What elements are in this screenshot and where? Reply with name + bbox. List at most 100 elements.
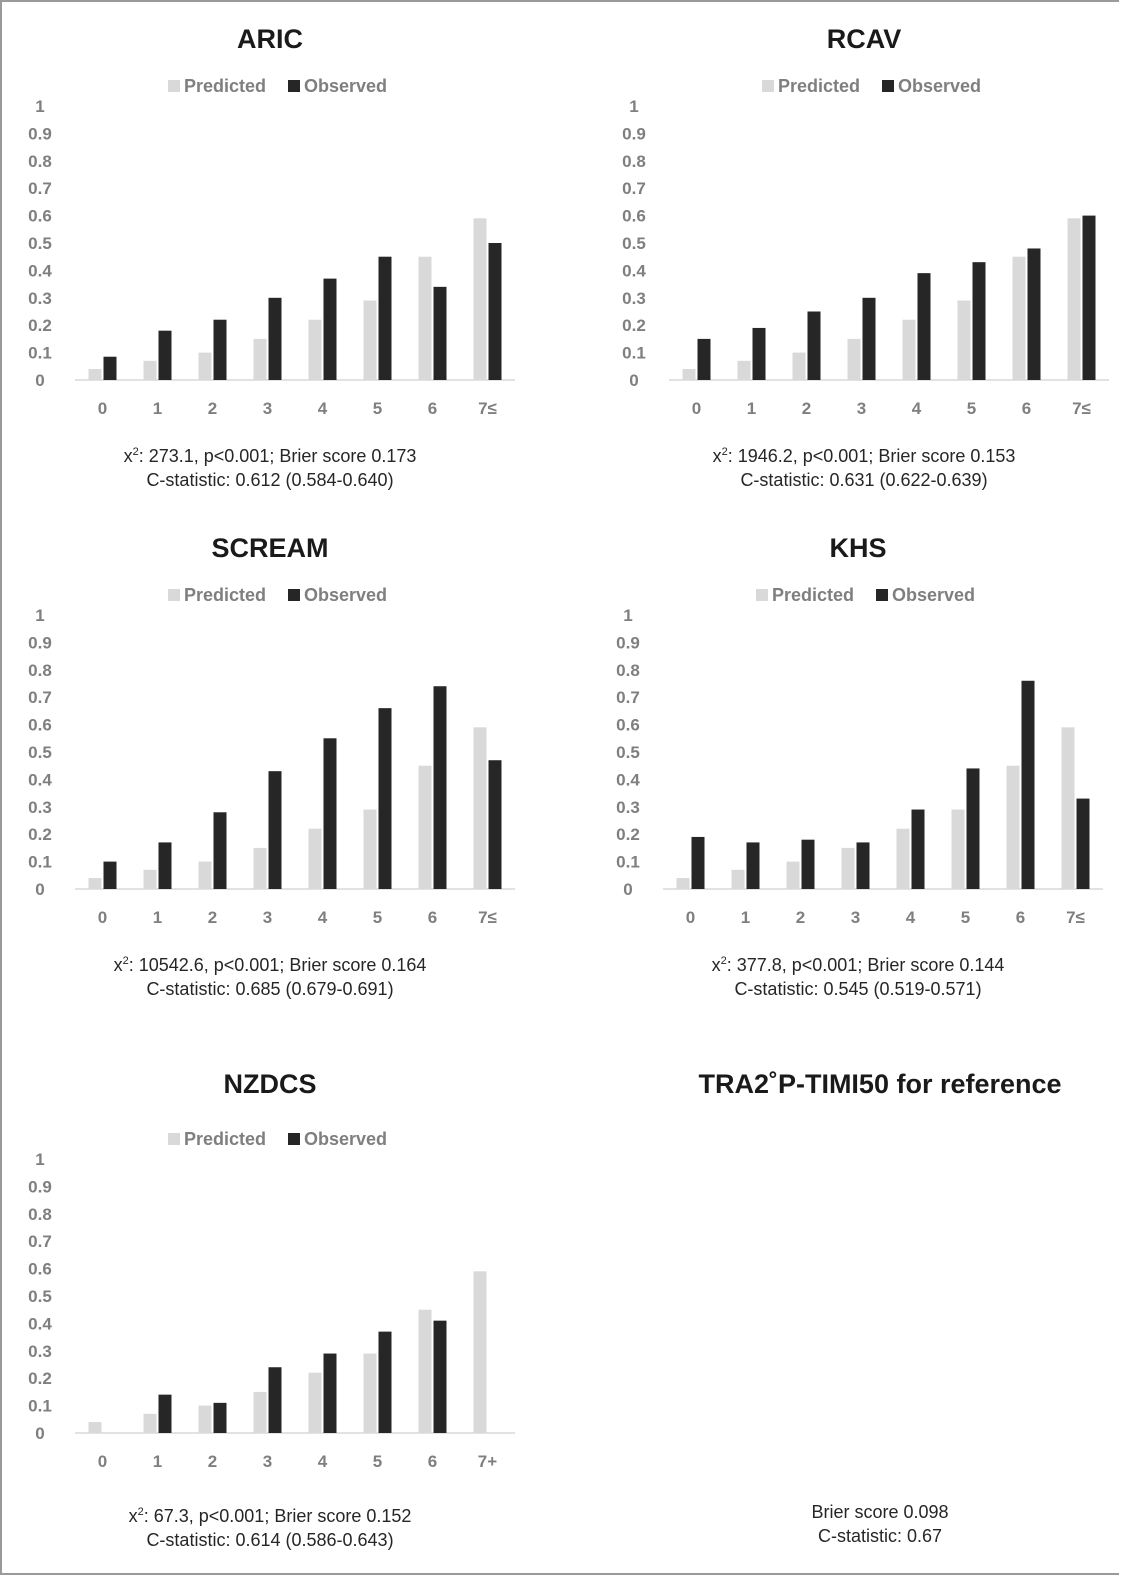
bar-predicted [676, 878, 690, 889]
y-tick-label: 0.3 [28, 1342, 52, 1361]
y-tick-label: 1 [35, 97, 44, 116]
bar-predicted [198, 352, 212, 380]
y-tick-label: 0.3 [616, 798, 640, 817]
bar-predicted [308, 1372, 322, 1433]
x-tick-label: 3 [851, 908, 860, 927]
x-tick-label: 6 [428, 399, 437, 418]
bar-predicted [1012, 256, 1026, 380]
y-tick-label: 0.7 [616, 688, 640, 707]
chart-title: KHS [829, 533, 887, 563]
y-tick-label: 0 [629, 371, 638, 390]
chi-superscript: 2 [721, 446, 728, 458]
bar-observed [323, 738, 337, 889]
y-tick-label: 0.4 [28, 1314, 52, 1333]
bar-predicted [841, 847, 855, 889]
caption-line-2: C-statistic: 0.614 (0.586-0.643) [146, 1530, 394, 1550]
y-tick-label: 0.7 [28, 1232, 52, 1251]
chart-panel-rcav: RCAV Predicted Observed 0 0.1 0.2 0.3 0.4 0.5 0.… [604, 22, 1121, 502]
y-tick-label: 0.1 [622, 344, 646, 363]
bar-observed [268, 771, 282, 889]
x-tick-label: 7≤ [1072, 399, 1091, 418]
caption-line-1: x2: 273.1, p<0.001; Brier score 0.173 [10, 440, 530, 468]
bar-predicted [473, 1271, 487, 1433]
bar-predicted [792, 352, 806, 380]
bar-predicted [1067, 218, 1081, 380]
y-tick-label: 0.5 [28, 743, 52, 762]
y-tick-label: 0.9 [28, 633, 52, 652]
y-tick-label: 0.6 [616, 716, 640, 735]
bar-observed [691, 836, 705, 889]
bar-predicted [786, 861, 800, 889]
bar-observed [213, 812, 227, 889]
x-tick-label: 5 [373, 908, 382, 927]
x-tick-label: 6 [1022, 399, 1031, 418]
y-tick-label: 0.7 [28, 179, 52, 198]
bar-predicted [418, 1309, 432, 1433]
x-tick-label: 4 [912, 399, 922, 418]
y-tick-label: 0.5 [28, 1287, 52, 1306]
bar-predicted [88, 878, 102, 889]
x-tick-label: 7≤ [478, 908, 497, 927]
y-tick-label: 0.3 [622, 289, 646, 308]
legend-swatch-predicted [168, 80, 180, 92]
chart-caption: x2: 377.8, p<0.001; Brier score 0.144 C-… [598, 949, 1118, 1001]
bar-observed [1076, 798, 1090, 889]
caption-line-1: x2: 377.8, p<0.001; Brier score 0.144 [598, 949, 1118, 977]
bar-observed [911, 809, 925, 889]
legend-swatch-observed [288, 1133, 300, 1145]
legend-swatch-observed [882, 80, 894, 92]
bar-predicted [1006, 765, 1020, 889]
legend: Predicted Observed [762, 76, 981, 96]
bar-predicted [957, 300, 971, 380]
bar-observed [1082, 215, 1096, 380]
bar-predicted [418, 256, 432, 380]
bar-observed [323, 1353, 337, 1433]
y-tick-label: 0 [35, 880, 44, 899]
legend-label-observed: Observed [304, 1129, 387, 1149]
bar-observed [103, 861, 117, 889]
bar-predicted [902, 319, 916, 380]
chi-stats: : 273.1, p<0.001; Brier score 0.173 [138, 446, 417, 466]
x-tick-label: 7≤ [478, 399, 497, 418]
x-tick-label: 2 [208, 908, 217, 927]
bar-chart: Predicted Observed 0 0.1 0.2 0.3 0.4 0.5 0.6 0.7 0… [28, 1129, 515, 1471]
x-tick-label: 3 [263, 1452, 272, 1471]
y-tick-label: 0.8 [622, 152, 646, 171]
bar-observed [433, 286, 447, 380]
x-tick-label: 1 [153, 908, 162, 927]
x-tick-label: 7+ [478, 1452, 497, 1471]
legend-label-observed: Observed [892, 585, 975, 605]
legend: Predicted Observed [168, 1129, 387, 1149]
legend-label-observed: Observed [304, 585, 387, 605]
bar-observed [158, 842, 172, 889]
bar-observed [966, 768, 980, 889]
bar-predicted [682, 369, 696, 380]
bar-observed [268, 297, 282, 380]
bar-predicted [363, 1353, 377, 1433]
bar-predicted [88, 369, 102, 380]
bar-predicted [847, 338, 861, 380]
y-tick-label: 0.4 [28, 770, 52, 789]
bar-observed [917, 273, 931, 380]
bar-predicted [737, 360, 751, 380]
bar-predicted [308, 319, 322, 380]
legend-swatch-observed [288, 80, 300, 92]
x-tick-label: 4 [318, 1452, 328, 1471]
y-tick-label: 0.9 [616, 633, 640, 652]
bar-observed [856, 842, 870, 889]
x-tick-label: 5 [961, 908, 970, 927]
x-tick-label: 0 [98, 908, 107, 927]
legend: Predicted Observed [168, 585, 387, 605]
y-tick-label: 0.6 [28, 207, 52, 226]
y-tick-label: 0.8 [28, 152, 52, 171]
x-tick-label: 4 [318, 399, 328, 418]
bar-predicted [143, 1413, 157, 1433]
bar-observed [158, 330, 172, 380]
bar-observed [433, 1320, 447, 1433]
y-tick-label: 0.3 [28, 798, 52, 817]
y-tick-label: 0.8 [28, 661, 52, 680]
y-tick-label: 0.5 [28, 234, 52, 253]
chi-superscript: 2 [132, 446, 139, 458]
y-tick-label: 0.5 [616, 743, 640, 762]
bar-predicted [198, 1405, 212, 1433]
